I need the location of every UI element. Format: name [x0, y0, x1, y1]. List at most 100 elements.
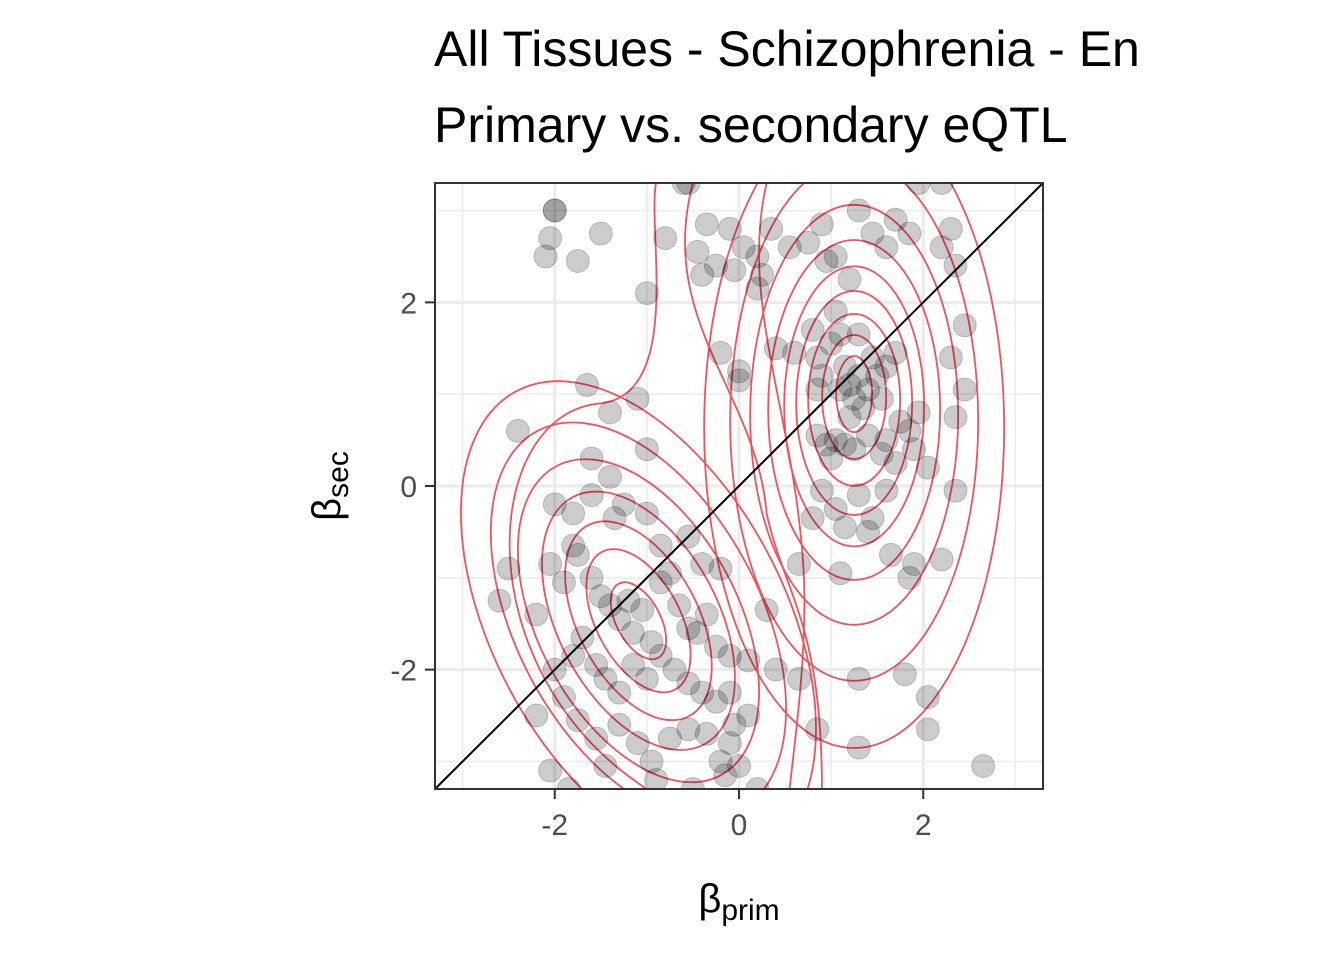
contour-line: [609, 581, 668, 661]
data-point: [634, 501, 659, 526]
data-point: [621, 653, 646, 678]
data-point: [579, 446, 604, 471]
data-point: [542, 198, 567, 223]
y-axis-subscript: sec: [322, 451, 355, 498]
data-point: [625, 731, 650, 756]
chart-subtitle: Primary vs. secondary eQTL: [434, 97, 1068, 153]
data-point: [874, 354, 899, 379]
contour-line: [585, 548, 692, 694]
data-point: [883, 451, 908, 476]
data-point: [846, 363, 871, 388]
data-point: [496, 556, 521, 581]
data-point: [814, 249, 839, 274]
data-point: [814, 432, 839, 457]
data-point: [598, 464, 623, 489]
contour-line: [821, 334, 888, 460]
data-point: [943, 253, 968, 278]
data-point: [897, 221, 922, 246]
data-point: [837, 405, 862, 430]
data-point: [685, 620, 710, 645]
data-point: [727, 359, 751, 384]
data-point: [639, 630, 664, 655]
data-point: [846, 198, 871, 223]
data-point: [598, 593, 623, 618]
data-point: [800, 317, 825, 342]
data-point: [869, 441, 894, 466]
data-point: [588, 221, 613, 246]
data-point: [653, 226, 678, 251]
chart-title: All Tissues - Schizophrenia - En: [434, 21, 1140, 77]
y-axis-title: βsec: [305, 451, 355, 521]
data-point: [883, 340, 908, 365]
data-point: [879, 542, 903, 567]
data-point: [805, 423, 830, 448]
data-point: [832, 432, 857, 457]
data-point: [634, 666, 659, 691]
density-contours: [460, 183, 1006, 789]
data-point: [736, 703, 761, 728]
data-point: [842, 386, 867, 411]
data-point: [657, 726, 682, 751]
data-point: [832, 354, 857, 379]
data-point: [828, 377, 853, 402]
y-tick-label: 2: [400, 287, 417, 320]
data-point: [952, 313, 977, 338]
data-point: [805, 345, 830, 370]
data-point: [754, 597, 779, 622]
data-point: [607, 680, 632, 705]
data-point: [736, 648, 761, 673]
data-point: [952, 377, 977, 402]
data-point: [648, 570, 673, 595]
data-point: [874, 478, 899, 503]
data-point: [888, 409, 913, 434]
data-point: [579, 565, 604, 590]
data-point: [630, 597, 655, 622]
contour-line: [541, 490, 736, 751]
data-point: [676, 671, 701, 696]
contour-line: [703, 183, 1006, 749]
data-point: [855, 519, 880, 544]
data-point: [561, 533, 586, 558]
x-axis-ticks: -2 0 2: [541, 789, 932, 842]
data-point: [570, 625, 595, 650]
data-point: [929, 183, 954, 195]
data-point: [860, 506, 885, 531]
data-point: [745, 777, 770, 789]
y-axis-ticks: -2 0 2: [390, 287, 435, 688]
data-point: [892, 662, 917, 687]
contour-line: [564, 520, 713, 722]
data-point: [750, 262, 775, 287]
data-point: [823, 496, 848, 521]
data-point: [855, 423, 880, 448]
data-point: [690, 552, 715, 577]
data-point: [727, 754, 751, 779]
data-point: [874, 428, 899, 453]
data-point: [906, 183, 931, 195]
data-point: [703, 689, 728, 714]
y-tick-label: 0: [400, 471, 417, 504]
data-point: [667, 593, 692, 618]
contour-line: [795, 290, 914, 516]
data-point: [593, 754, 618, 779]
data-point: [902, 552, 927, 577]
data-point: [690, 262, 715, 287]
data-point: [538, 226, 563, 251]
data-point: [524, 703, 549, 728]
data-point: [828, 322, 853, 347]
data-point: [685, 239, 710, 264]
data-point: [542, 492, 567, 517]
data-point: [561, 501, 586, 526]
contour-line: [508, 183, 658, 789]
data-point: [777, 235, 802, 260]
contour-line: [783, 265, 926, 548]
data-point: [809, 363, 834, 388]
data-point: [694, 212, 719, 237]
contour-line: [684, 183, 823, 789]
data-point: [602, 506, 627, 531]
data-point: [551, 685, 576, 710]
data-point: [759, 216, 784, 241]
data-point: [634, 437, 659, 462]
data-point: [865, 363, 890, 388]
data-point: [584, 653, 609, 678]
contour-line: [489, 421, 787, 789]
